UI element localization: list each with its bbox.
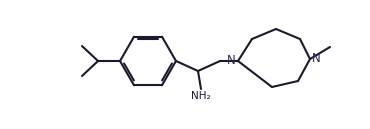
Text: N: N	[312, 51, 321, 64]
Text: NH₂: NH₂	[191, 91, 211, 101]
Text: N: N	[227, 54, 236, 67]
